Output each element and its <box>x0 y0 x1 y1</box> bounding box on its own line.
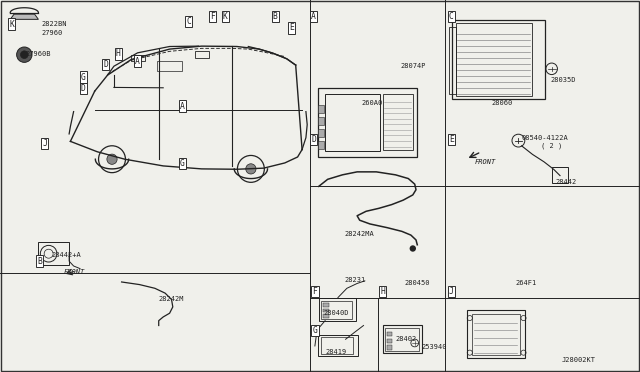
Text: E: E <box>449 135 454 144</box>
Text: 28242MA: 28242MA <box>344 231 374 237</box>
Text: 264F1: 264F1 <box>515 280 536 286</box>
Bar <box>472 314 520 355</box>
Text: E: E <box>289 23 294 32</box>
Text: 27960: 27960 <box>42 30 63 36</box>
Text: 28074P: 28074P <box>400 63 426 69</box>
Text: A: A <box>180 102 185 110</box>
Bar <box>157 61 182 71</box>
Text: B: B <box>37 257 42 266</box>
Bar <box>318 117 324 125</box>
Text: 2822BN: 2822BN <box>42 21 67 27</box>
Bar <box>385 328 419 351</box>
Text: D: D <box>81 84 86 93</box>
Bar <box>387 345 392 350</box>
Circle shape <box>246 164 256 174</box>
Text: K: K <box>223 12 228 21</box>
Text: K: K <box>9 20 14 29</box>
Text: J: J <box>42 139 47 148</box>
Bar <box>318 88 417 157</box>
Text: FRONT: FRONT <box>475 159 496 165</box>
Text: H: H <box>116 49 121 58</box>
Text: H: H <box>380 287 385 296</box>
Bar <box>195 51 209 58</box>
Text: 28035D: 28035D <box>550 77 576 83</box>
Text: C: C <box>186 17 191 26</box>
Bar <box>131 55 145 61</box>
Text: G: G <box>312 326 317 335</box>
Bar <box>387 339 392 343</box>
Bar <box>38 242 69 265</box>
Bar <box>383 94 413 150</box>
Text: 28442: 28442 <box>556 179 577 185</box>
Bar <box>552 167 568 183</box>
Text: F: F <box>210 12 215 21</box>
Text: 28442+A: 28442+A <box>51 252 81 258</box>
Text: C: C <box>449 12 454 21</box>
Circle shape <box>107 154 117 164</box>
Text: 28060: 28060 <box>492 100 513 106</box>
Text: 28419: 28419 <box>325 349 346 355</box>
Text: J: J <box>449 287 454 296</box>
Bar <box>383 325 422 353</box>
Circle shape <box>410 245 416 252</box>
Bar <box>321 337 353 354</box>
Text: 28040D: 28040D <box>323 310 349 316</box>
Text: J28002KT: J28002KT <box>562 357 596 363</box>
Text: D: D <box>103 60 108 69</box>
Text: 280450: 280450 <box>404 280 430 286</box>
Text: 28231: 28231 <box>344 277 365 283</box>
Bar <box>325 94 380 151</box>
Bar <box>387 332 392 336</box>
Text: 253940: 253940 <box>421 344 447 350</box>
Text: 28242M: 28242M <box>159 296 184 302</box>
Bar <box>318 105 324 113</box>
Text: 28402: 28402 <box>396 336 417 342</box>
Text: ( 2 ): ( 2 ) <box>541 142 562 149</box>
Bar <box>323 314 329 318</box>
Text: G: G <box>81 73 86 81</box>
Bar <box>318 141 324 149</box>
Bar <box>456 23 532 96</box>
Text: FRONT: FRONT <box>64 269 85 275</box>
Text: 260A0: 260A0 <box>362 100 383 106</box>
Circle shape <box>17 47 32 62</box>
Bar <box>321 301 352 319</box>
Bar <box>318 335 358 356</box>
Polygon shape <box>10 14 38 19</box>
Text: 08540-4122A: 08540-4122A <box>522 135 568 141</box>
Text: B: B <box>273 12 278 21</box>
Bar <box>323 303 329 307</box>
Text: F: F <box>312 287 317 296</box>
Text: A: A <box>135 57 140 65</box>
Text: G: G <box>180 159 185 168</box>
Text: D: D <box>311 135 316 144</box>
Text: A: A <box>311 12 316 21</box>
Bar <box>452 20 545 99</box>
Bar <box>318 129 324 137</box>
Text: 27960B: 27960B <box>26 51 51 57</box>
Bar <box>319 298 356 321</box>
Circle shape <box>20 51 28 58</box>
Bar <box>467 310 525 358</box>
Bar <box>449 27 456 94</box>
Bar <box>323 309 329 312</box>
